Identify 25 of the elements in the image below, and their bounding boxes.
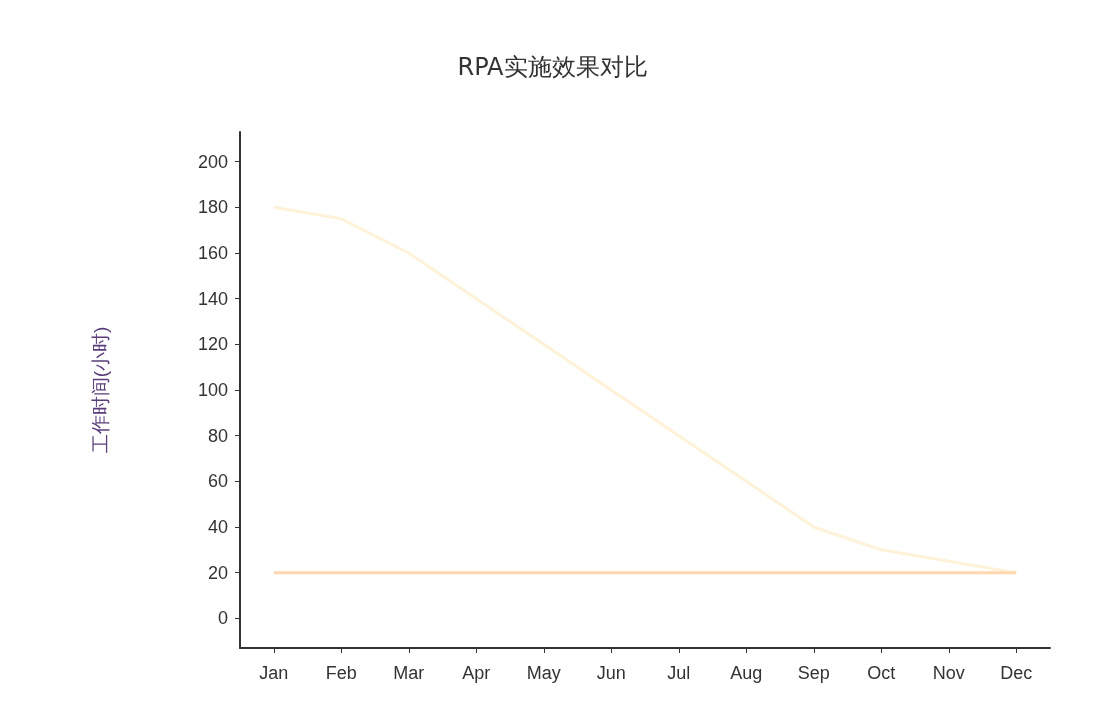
- y-tick-label: 60: [207, 471, 228, 492]
- x-tick-label: Dec: [1000, 663, 1033, 683]
- chart-title: RPA实施效果对比: [457, 53, 648, 81]
- x-tick-label: Feb: [325, 663, 357, 683]
- y-tick-label: 180: [197, 197, 228, 218]
- x-tick-label: Oct: [867, 663, 896, 683]
- x-tick-label: Jun: [596, 663, 626, 683]
- x-tick-label: Mar: [393, 663, 425, 683]
- y-tick-label: 200: [197, 151, 228, 172]
- x-tick-label: Nov: [932, 663, 965, 683]
- y-tick-label: 100: [197, 380, 228, 400]
- y-tick-label: 80: [207, 425, 228, 446]
- y-tick-label: 0: [217, 608, 228, 629]
- x-tick-label: Jan: [259, 663, 289, 683]
- y-axis-title: 工作时间(小时): [90, 326, 111, 454]
- y-tick-label: 20: [207, 562, 228, 583]
- y-tick-label: 160: [197, 243, 228, 264]
- x-tick-label: Aug: [730, 663, 763, 683]
- x-tick-label: Jul: [667, 663, 691, 683]
- y-tick-label: 120: [197, 334, 228, 355]
- y-tick-label: 40: [207, 516, 228, 537]
- x-tick-label: Sep: [797, 663, 830, 683]
- x-tick-label: May: [526, 663, 561, 683]
- y-tick-label: 140: [197, 288, 228, 309]
- x-tick-label: Apr: [462, 663, 491, 683]
